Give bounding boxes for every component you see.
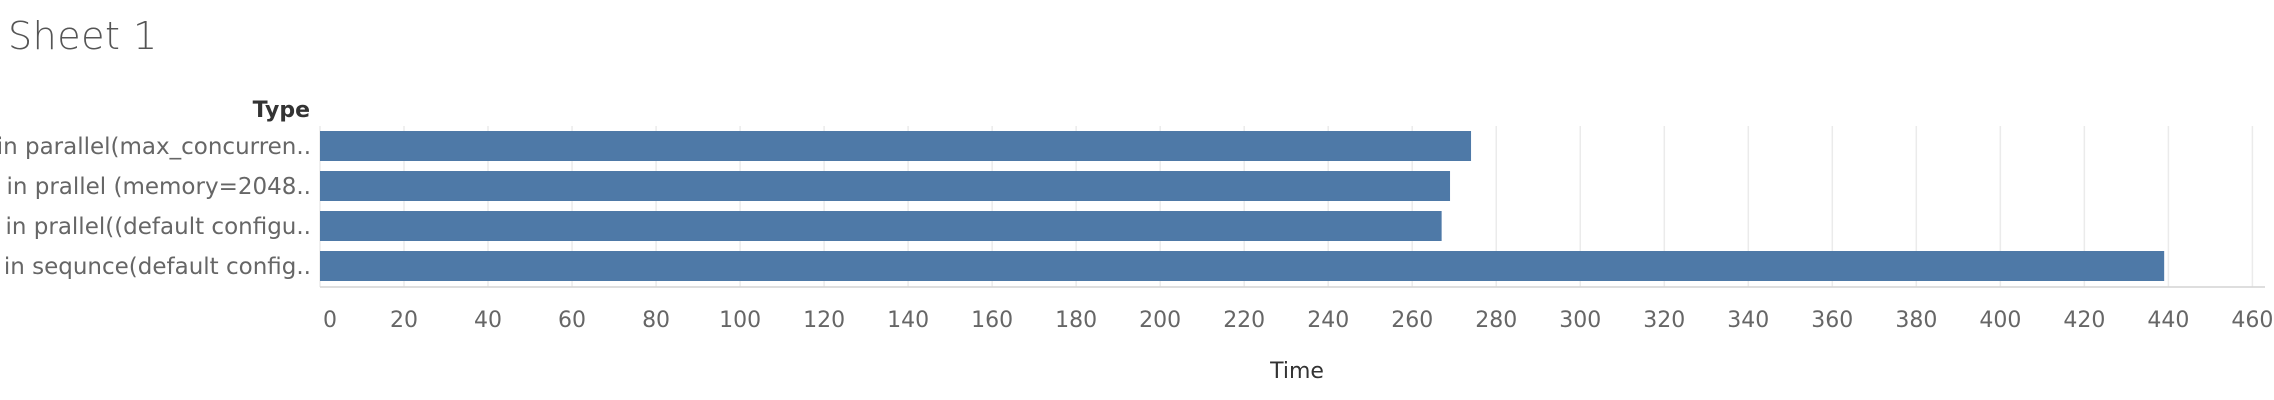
x-tick-label-140: 140 [887,308,929,333]
category-label-3: in sequnce(default config.. [4,254,311,280]
x-tick-label-260: 260 [1391,308,1433,333]
bar-3[interactable] [320,251,2165,281]
x-tick-label-240: 240 [1307,308,1349,333]
x-tick-label-460: 460 [2231,308,2273,333]
bar-0[interactable] [320,131,1472,161]
x-tick-label-400: 400 [1979,308,2021,333]
y-axis-title: Type [253,98,310,123]
bar-1[interactable] [320,171,1451,201]
x-tick-label-160: 160 [971,308,1013,333]
x-tick-labels: 0 20 40 60 80 100 120 140 160 180 200 220 240 260 280 3… [323,308,2273,333]
x-tick-label-100: 100 [719,308,761,333]
x-tick-label-60: 60 [558,308,586,333]
category-label-0: in parallel(max_concurren.. [0,134,311,160]
x-tick-label-300: 300 [1559,308,1601,333]
category-labels: in parallel(max_concurren..in prallel (m… [0,134,311,280]
x-tick-label-420: 420 [2063,308,2105,333]
x-tick-label-40: 40 [474,308,502,333]
bars [320,131,2165,281]
x-tick-label-380: 380 [1895,308,1937,333]
sheet-title: Sheet 1 [8,14,158,58]
bar-2[interactable] [320,211,1442,241]
x-axis-title: Time [1269,359,1324,384]
x-tick-label-360: 360 [1811,308,1853,333]
x-tick-label-80: 80 [642,308,670,333]
x-tick-label-280: 280 [1475,308,1517,333]
x-tick-label-120: 120 [803,308,845,333]
x-tick-label-220: 220 [1223,308,1265,333]
x-tick-label-320: 320 [1643,308,1685,333]
category-label-1: in prallel (memory=2048.. [6,174,311,200]
category-label-2: in prallel((default configu.. [5,214,311,240]
x-tick-label-0: 0 [323,308,337,333]
x-tick-label-200: 200 [1139,308,1181,333]
x-tick-label-440: 440 [2147,308,2189,333]
x-tick-label-340: 340 [1727,308,1769,333]
x-tick-label-20: 20 [390,308,418,333]
x-tick-label-180: 180 [1055,308,1097,333]
